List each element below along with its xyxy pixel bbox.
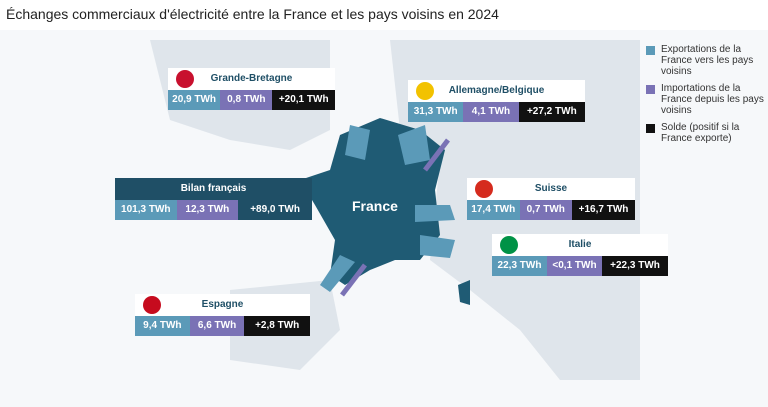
exports: 101,3 TWh: [115, 200, 177, 220]
box-name: Allemagne/Belgique: [448, 85, 545, 96]
balance: +2,8 TWh: [244, 316, 310, 336]
legend-label: Importations de la France depuis les pay…: [661, 83, 764, 116]
box-title: Suisse: [467, 178, 635, 200]
balance: +27,2 TWh: [518, 102, 585, 122]
exports: 31,3 TWh: [408, 102, 464, 122]
exports: 20,9 TWh: [168, 90, 221, 110]
values-row: 101,3 TWh 12,3 TWh +89,0 TWh: [115, 200, 312, 220]
exports: 9,4 TWh: [135, 316, 190, 336]
legend-item: Importations de la France depuis les pay…: [646, 83, 764, 116]
values-row: 20,9 TWh 0,8 TWh +20,1 TWh: [168, 90, 335, 110]
flag: [143, 296, 161, 314]
values-row: 22,3 TWh <0,1 TWh +22,3 TWh: [492, 256, 668, 276]
box-name: Espagne: [201, 299, 244, 310]
flag: [475, 180, 493, 198]
box-title: Bilan français: [115, 178, 312, 200]
values-row: 9,4 TWh 6,6 TWh +2,8 TWh: [135, 316, 310, 336]
box-name: Bilan français: [180, 183, 247, 194]
legend-item: Exportations de la France vers les pays …: [646, 44, 764, 77]
country-box: Allemagne/Belgique 31,3 TWh 4,1 TWh +27,2 T…: [408, 80, 585, 122]
country-box: Espagne 9,4 TWh 6,6 TWh +2,8 TWh: [135, 294, 310, 336]
imports: 4,1 TWh: [463, 102, 519, 122]
values-row: 17,4 TWh 0,7 TWh +16,7 TWh: [467, 200, 635, 220]
imports: 6,6 TWh: [189, 316, 245, 336]
box-title: Grande-Bretagne: [168, 68, 335, 90]
box-name: Italie: [568, 239, 592, 250]
arrow: [345, 125, 370, 160]
exports: 22,3 TWh: [492, 256, 547, 276]
exports: 17,4 TWh: [467, 200, 520, 220]
arrow: [420, 235, 455, 258]
flag: [416, 82, 434, 100]
corsica: [458, 280, 470, 305]
country-box: Grande-Bretagne 20,9 TWh 0,8 TWh +20,1 TWh: [168, 68, 335, 110]
arrow: [398, 125, 430, 165]
box-title: Espagne: [135, 294, 310, 316]
legend: Exportations de la France vers les pays …: [646, 44, 764, 150]
balance: +16,7 TWh: [572, 200, 635, 220]
arrow: [340, 263, 367, 297]
balance: +89,0 TWh: [238, 200, 312, 220]
flag: [176, 70, 194, 88]
country-box: Italie 22,3 TWh <0,1 TWh +22,3 TWh: [492, 234, 668, 276]
legend-label: Solde (positif si la France exporte): [661, 122, 740, 144]
box-name: Suisse: [534, 183, 568, 194]
box-title: Allemagne/Belgique: [408, 80, 585, 102]
imports: 0,8 TWh: [220, 90, 273, 110]
values-row: 31,3 TWh 4,1 TWh +27,2 TWh: [408, 102, 585, 122]
balance: +20,1 TWh: [272, 90, 335, 110]
imports: <0,1 TWh: [547, 256, 602, 276]
balance: +22,3 TWh: [602, 256, 668, 276]
map-label: France: [352, 198, 398, 214]
title: Échanges commerciaux d'électricité entre…: [6, 6, 499, 22]
legend-label: Exportations de la France vers les pays …: [661, 44, 754, 77]
arrow: [415, 205, 455, 222]
box-name: Grande-Bretagne: [210, 73, 293, 84]
arrow: [320, 255, 355, 292]
country-box: Bilan français 101,3 TWh 12,3 TWh +89,0 TWh: [115, 178, 312, 220]
imports: 0,7 TWh: [519, 200, 572, 220]
box-title: Italie: [492, 234, 668, 256]
arrow: [423, 138, 450, 172]
imports: 12,3 TWh: [176, 200, 239, 220]
country-box: Suisse 17,4 TWh 0,7 TWh +16,7 TWh: [467, 178, 635, 220]
flag: [500, 236, 518, 254]
legend-item: Solde (positif si la France exporte): [646, 122, 764, 144]
